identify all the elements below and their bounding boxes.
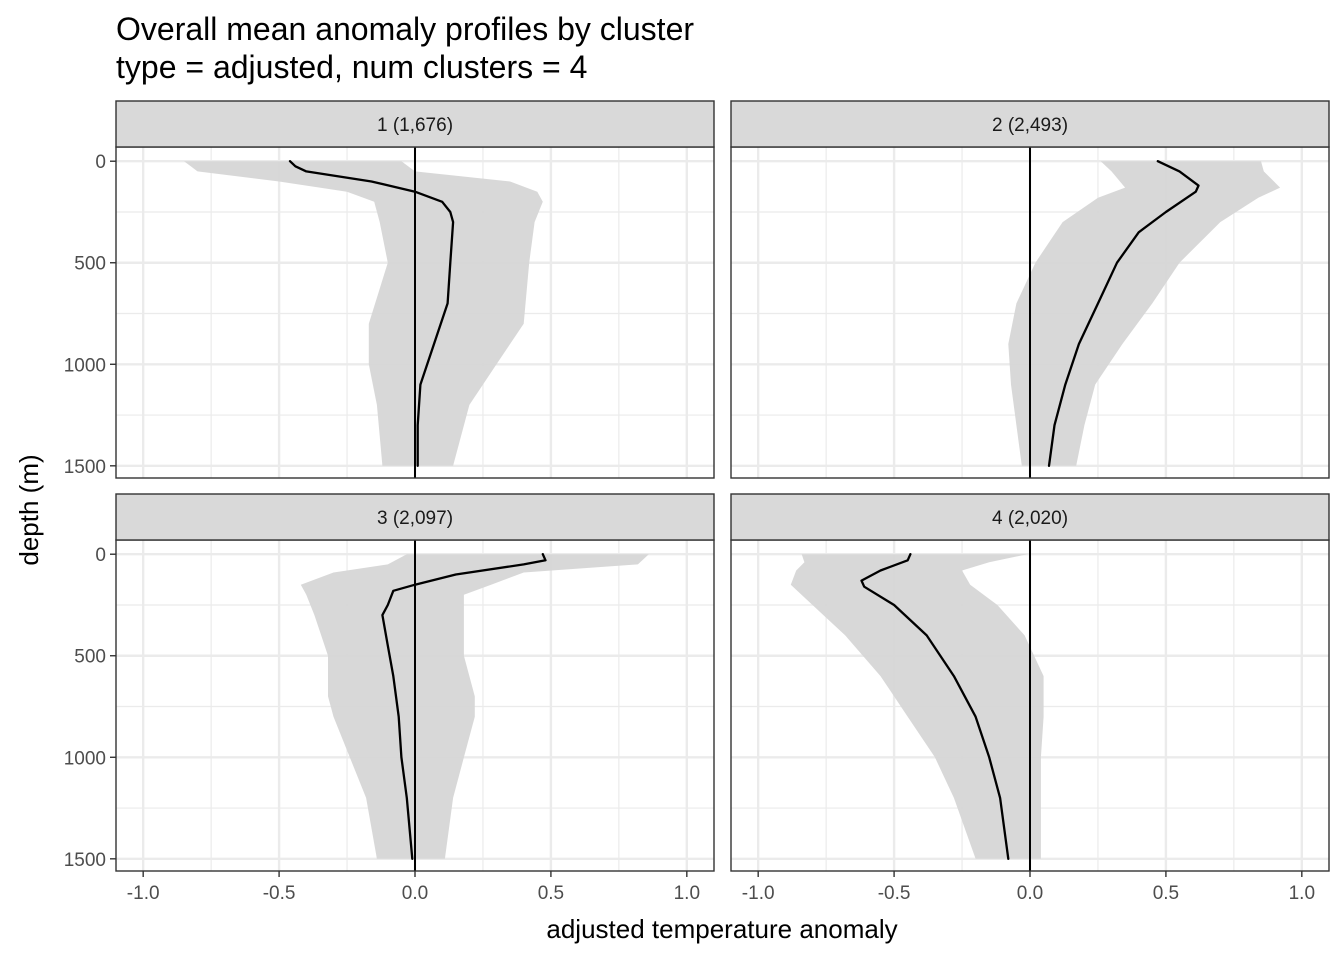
y-tick-label: 500 [74,647,106,668]
mean-profile-line [1047,160,1200,467]
x-tick-label: 0.5 [538,883,564,904]
x-axis-title: adjusted temperature anomaly [546,914,897,944]
panel-plot-area [731,540,1329,871]
facet-strip [115,493,715,541]
spread-ribbon [790,554,1044,859]
panel-3: 3 (2,097) 0 500 1000 1500 -1.0 -0.5 0.0 0.5 1.0 [64,493,715,904]
y-tick-label: 1000 [64,748,106,769]
panel-1: 1 (1,676) 0 500 1000 1500 [64,100,715,479]
x-tick-label: 1.0 [674,883,700,904]
x-tick-label: -0.5 [263,883,296,904]
spread-ribbon [1008,161,1281,466]
y-tick-label: 0 [95,152,106,173]
x-tick-label: -1.0 [127,883,160,904]
y-tick-label: 1500 [64,457,106,478]
panels: 1 (1,676) 0 500 1000 1500 2 (2,493) 3 (2,097) 0… [64,100,1330,904]
facet-strip-label: 1 (1,676) [377,115,453,136]
y-tick-label: 500 [74,254,106,275]
facet-strip [115,100,715,148]
y-tick-label: 1000 [64,355,106,376]
panel-4: 4 (2,020) -1.0 -0.5 0.0 0.5 1.0 [730,493,1330,904]
chart-subtitle: type = adjusted, num clusters = 4 [116,49,587,85]
x-tick-label: 0.0 [402,883,428,904]
panel-plot-area [116,147,714,478]
mean-profile-line [288,160,455,467]
facet-strip-label: 2 (2,493) [992,115,1068,136]
panel-plot-area [116,540,714,871]
mean-profile-line [860,553,1010,860]
x-tick-label: 0.0 [1017,883,1043,904]
y-axis-title: depth (m) [14,454,44,565]
x-tick-label: 1.0 [1289,883,1315,904]
y-tick-label: 0 [95,545,106,566]
x-tick-label: 0.5 [1153,883,1179,904]
facet-strip [730,100,1330,148]
mean-profile-line [381,553,547,860]
facet-strip-label: 4 (2,020) [992,508,1068,529]
facet-strip-label: 3 (2,097) [377,508,453,529]
x-tick-label: -0.5 [878,883,911,904]
chart-title: Overall mean anomaly profiles by cluster [116,11,694,47]
y-tick-label: 1500 [64,850,106,871]
panel-2: 2 (2,493) [730,100,1330,479]
panel-plot-area [731,147,1329,478]
facet-strip [730,493,1330,541]
x-tick-label: -1.0 [742,883,775,904]
spread-ribbon [300,554,649,859]
